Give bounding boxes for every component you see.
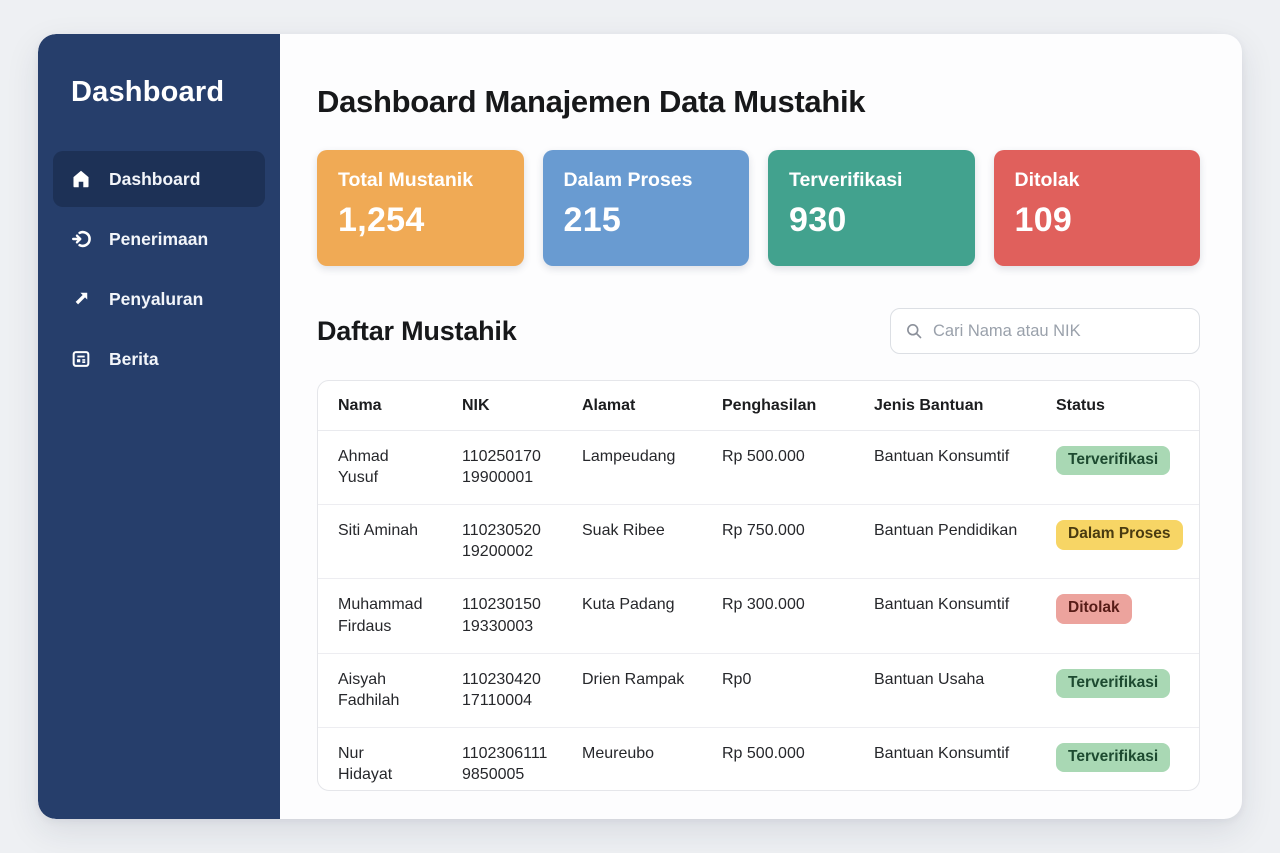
cell-nama: Nur Hidayat [338, 744, 393, 783]
stat-card: Dalam Proses 215 [542, 150, 749, 266]
sidebar-item-berita[interactable]: Berita [53, 331, 265, 387]
mustahik-table: Nama NIK Alamat Penghasilan Jenis Bantuan Sta… [317, 380, 1200, 791]
arrow-up-right-icon [69, 287, 93, 311]
sidebar-item-label: Berita [109, 348, 159, 369]
stat-card-value: 930 [789, 201, 847, 239]
cell-alamat: Meureubo [582, 744, 655, 762]
sidebar-item-penerimaan[interactable]: Penerimaan [53, 211, 265, 267]
cell-nik: 11025017019900001 [442, 430, 562, 506]
sidebar-item-dashboard[interactable]: Dashboard [53, 151, 265, 207]
cell-penghasilan: Rp 300.000 [702, 578, 854, 654]
column-header: Status [1036, 381, 1199, 431]
stat-card-label: Ditolak [1014, 169, 1080, 191]
login-arrow-icon [69, 227, 93, 251]
status-badge: Terverifikasi [1056, 742, 1171, 773]
status-badge: Dalam Proses [1056, 520, 1183, 550]
column-header: Penghasilan [702, 381, 854, 431]
cell-jenis-bantuan: Bantuan Usaha [854, 653, 1036, 728]
sidebar-item-penyaluran[interactable]: Penyaluran [53, 271, 265, 327]
status-badge: Ditolak [1056, 594, 1132, 624]
stat-cards: Total Mustanik 1,254 Dalam Proses 215 Te… [317, 150, 1200, 266]
sidebar-title: Dashboard [71, 76, 225, 108]
search-box[interactable] [890, 308, 1200, 354]
stat-card-label: Dalam Proses [563, 169, 693, 191]
cell-nama: Ahmad Yusuf [318, 430, 442, 506]
column-header: Jenis Bantuan [854, 381, 1036, 431]
cell-status: Terverifikasi [1036, 653, 1199, 728]
table-header-row: Nama NIK Alamat Penghasilan Jenis Bantuan Sta… [318, 381, 1199, 431]
cell-alamat: Drien Rampak [562, 653, 702, 728]
stat-card: Ditolak 109 [993, 150, 1200, 266]
cell-penghasilan: Rp0 [702, 653, 854, 728]
page-title: Dashboard Manajemen Data Mustahik [317, 84, 866, 119]
cell-nik: 11023061119850005 [462, 744, 548, 783]
cell-nik: 11023052019200002 [442, 504, 562, 580]
stat-card-label: Terverifikasi [789, 169, 903, 191]
cell-alamat: Kuta Padang [562, 578, 702, 654]
news-icon [69, 347, 93, 371]
stat-card: Total Mustanik 1,254 [317, 150, 524, 266]
sidebar: Dashboard Dashboard [38, 34, 280, 819]
cell-penghasilan: Rp 500.000 [722, 744, 805, 762]
cell-penghasilan: Rp 750.000 [702, 504, 854, 580]
sidebar-nav: Dashboard Penerimaan [53, 151, 265, 387]
cell-nama: Muhammad Firdaus [318, 578, 442, 654]
cell-status: Terverifikasi [1036, 727, 1199, 790]
table-row: Muhammad Firdaus 11023015019330003 Kuta … [318, 578, 1199, 654]
cell-jenis-bantuan: Bantuan Konsumtif [874, 744, 1010, 762]
stat-card: Terverifikasi 930 [768, 150, 975, 266]
table-row: Ahmad Yusuf 11025017019900001 Lampeudang… [318, 430, 1199, 506]
cell-status: Dalam Proses [1036, 504, 1199, 580]
cell-nik: 11023042017110004 [442, 653, 562, 728]
cell-jenis-bantuan: Bantuan Konsumtif [854, 578, 1036, 654]
status-badge: Terverifikasi [1056, 668, 1171, 699]
sidebar-item-label: Penyaluran [109, 288, 204, 309]
column-header: Alamat [562, 381, 702, 431]
table-row: Siti Aminah 11023052019200002 Suak Ribee… [318, 504, 1199, 580]
cell-jenis-bantuan: Bantuan Pendidikan [854, 504, 1036, 580]
search-input[interactable] [933, 321, 1185, 341]
cell-jenis-bantuan: Bantuan Konsumtif [854, 430, 1036, 506]
column-header: NIK [442, 381, 562, 431]
cell-nik: 11023015019330003 [442, 578, 562, 654]
section-title: Daftar Mustahik [317, 315, 517, 346]
home-icon [69, 167, 93, 191]
stat-card-value: 215 [563, 201, 622, 239]
sidebar-item-label: Penerimaan [109, 228, 209, 249]
cell-penghasilan: Rp 500.000 [702, 430, 854, 506]
app-window: Dashboard Dashboard [38, 34, 1242, 819]
status-badge: Terverifikasi [1056, 446, 1171, 476]
list-section-header: Daftar Mustahik [317, 308, 1200, 354]
cell-alamat: Lampeudang [562, 430, 702, 506]
stat-card-label: Total Mustanik [338, 169, 474, 191]
cell-status: Terverifikasi [1036, 430, 1199, 506]
table-row: Aisyah Fadhilah 11023042017110004 Drien … [318, 653, 1199, 728]
column-header: Nama [318, 381, 442, 431]
table-row: Nur Hidayat 11023061119850005 Meureubo R… [318, 727, 1199, 790]
cell-nama: Aisyah Fadhilah [318, 653, 442, 728]
stat-card-value: 1,254 [338, 201, 425, 239]
cell-nama: Siti Aminah [318, 504, 442, 580]
stat-card-value: 109 [1014, 201, 1073, 239]
main-content: Dashboard Manajemen Data Mustahik Total … [280, 34, 1242, 819]
cell-alamat: Suak Ribee [562, 504, 702, 580]
search-icon [907, 324, 922, 339]
cell-status: Ditolak [1036, 578, 1199, 654]
sidebar-item-label: Dashboard [109, 168, 201, 189]
